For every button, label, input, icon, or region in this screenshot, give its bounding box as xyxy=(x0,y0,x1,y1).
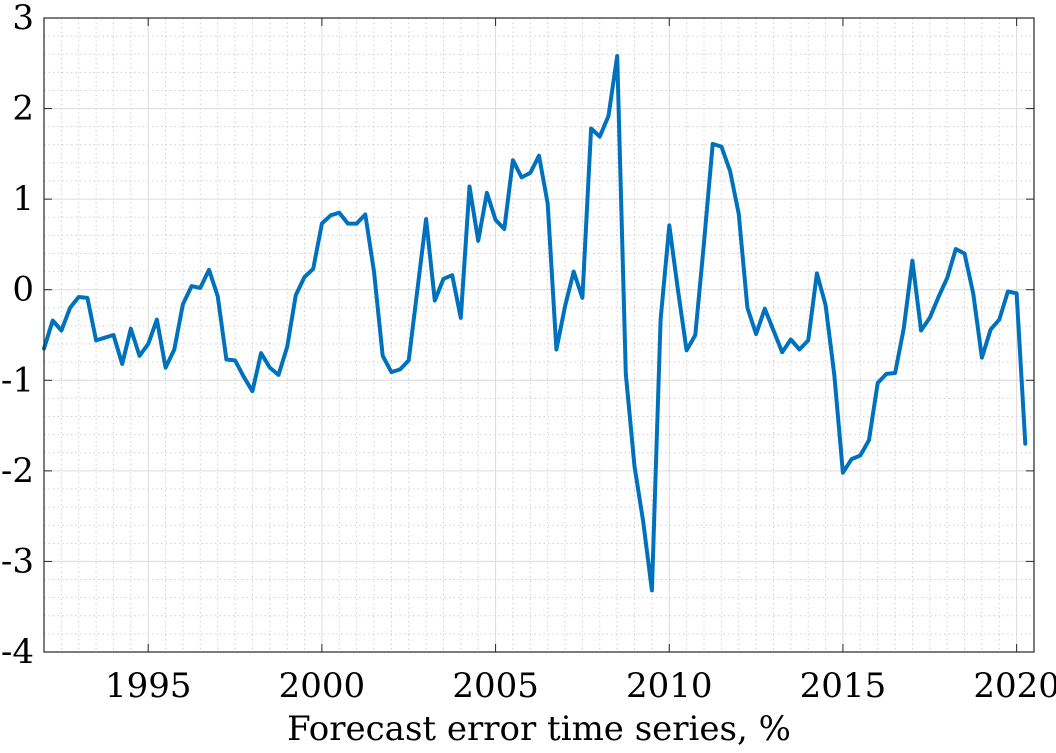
plot-frame xyxy=(43,17,1035,653)
x-tick-label: 2010 xyxy=(626,666,713,706)
y-tick-label: 2 xyxy=(12,89,34,129)
y-tick-label: -1 xyxy=(1,360,34,400)
x-axis-title: Forecast error time series, % xyxy=(287,709,791,749)
y-tick-label: -3 xyxy=(1,541,34,581)
x-tick-label: 2020 xyxy=(973,666,1056,706)
x-tick-label: 2015 xyxy=(800,666,887,706)
minor-grid xyxy=(43,18,1035,652)
y-tick-label: 1 xyxy=(12,179,34,219)
y-tick-label: 0 xyxy=(12,270,34,310)
y-tick-label: -2 xyxy=(1,451,34,491)
x-tick-label: 2005 xyxy=(452,666,539,706)
x-tick-label: 1995 xyxy=(105,666,192,706)
plot-background xyxy=(44,18,1034,652)
y-tick-labels: -4 -3 -2 -1 0 1 2 3 xyxy=(1,0,34,672)
y-tick-label: 3 xyxy=(12,0,34,38)
series-line xyxy=(42,54,1028,593)
x-tick-labels: 1995 2000 2005 2010 2015 2020 xyxy=(105,666,1056,706)
y-tick-label: -4 xyxy=(1,632,34,672)
x-tick-label: 2000 xyxy=(279,666,366,706)
